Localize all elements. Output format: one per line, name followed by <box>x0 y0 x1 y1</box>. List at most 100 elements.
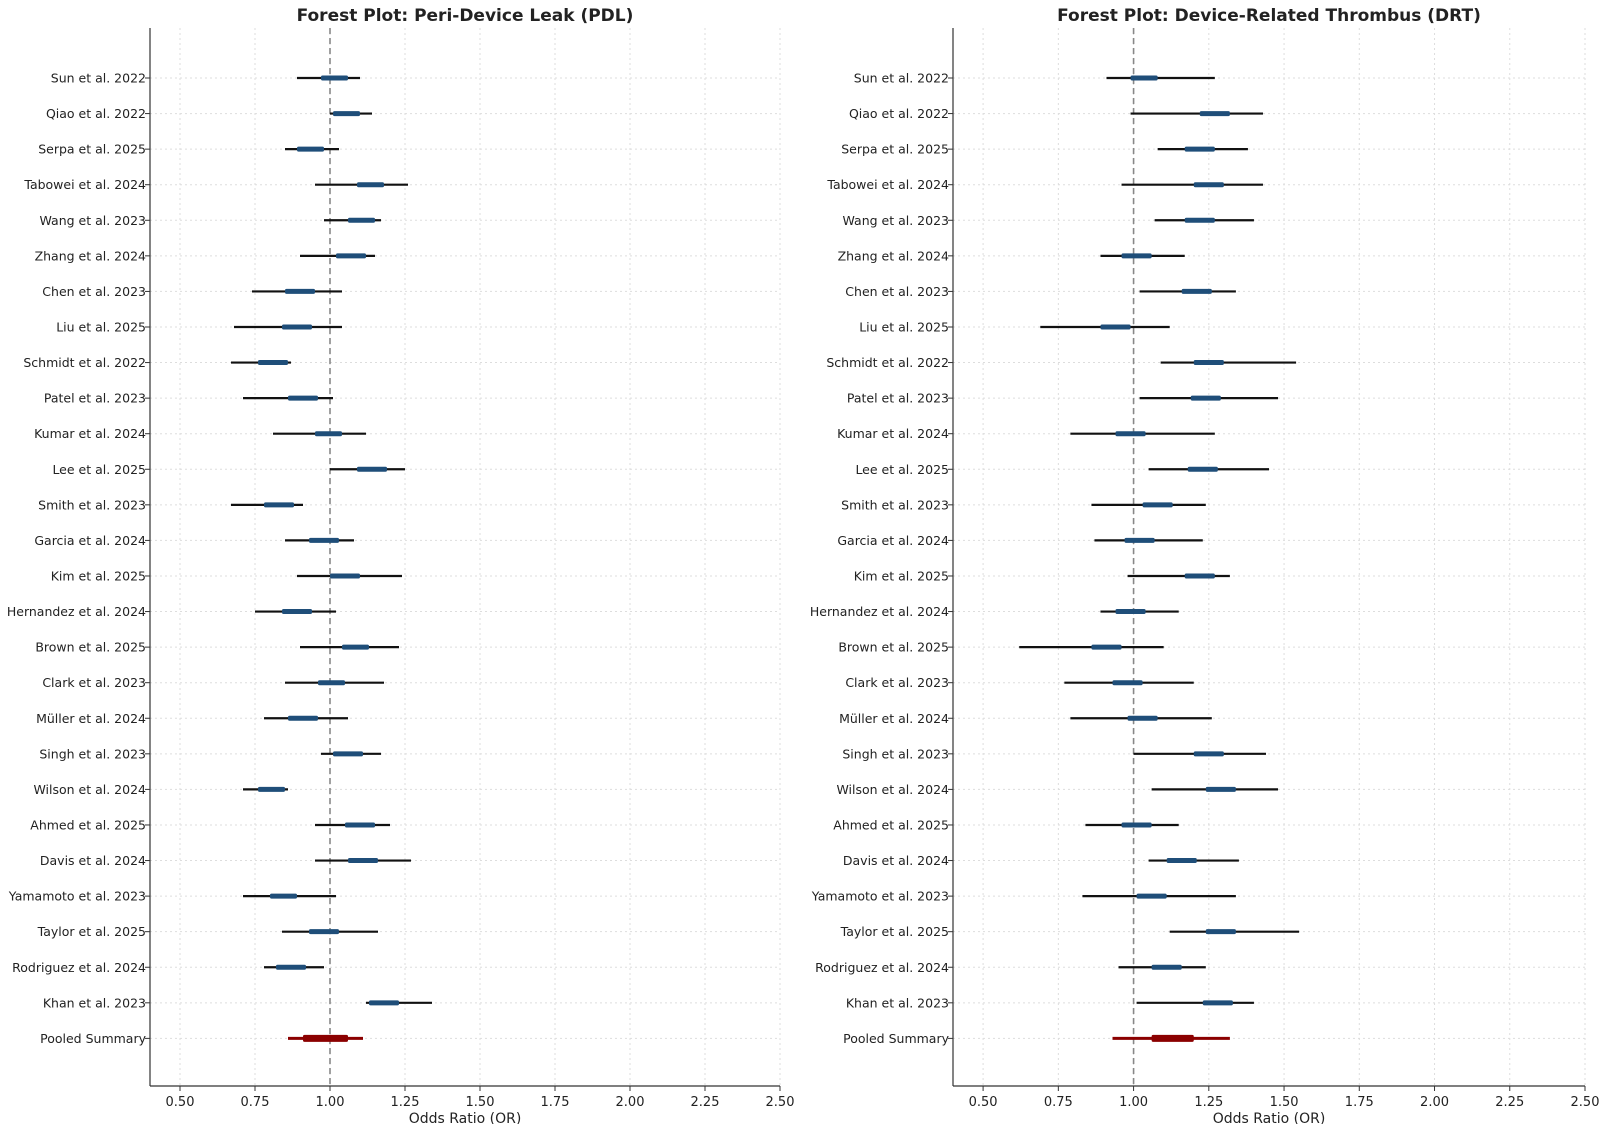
study-estimate-bar <box>270 893 297 899</box>
study-estimate-bar <box>1184 146 1215 152</box>
study-estimate-bar <box>285 288 315 294</box>
forest-plot-pdl-panel: 0.50 0.75 1.00 1.25 1.50 1.75 2.00 2.25 2.50 Fore… <box>7 6 795 1124</box>
study-estimate-bar <box>297 146 324 152</box>
study-label: Wang et al. 2023 <box>39 213 146 228</box>
study-estimate-bar <box>309 929 339 935</box>
study-estimate-bar <box>357 466 387 472</box>
study-label: Hernandez et al. 2024 <box>7 604 146 619</box>
pooled-summary-label: Pooled Summary <box>843 1031 949 1046</box>
study-label: Qiao et al. 2022 <box>849 106 949 121</box>
study-label: Tabowei et al. 2024 <box>826 177 949 192</box>
study-estimate-bar <box>369 1000 399 1006</box>
study-label: Singh et al. 2023 <box>39 746 146 761</box>
study-estimate-bar <box>1112 680 1143 686</box>
study-label: Kim et al. 2025 <box>854 568 949 583</box>
study-estimate-bar <box>330 573 360 579</box>
study-label: Clark et al. 2023 <box>845 675 949 690</box>
x-tick-label: 1.00 <box>316 1095 345 1110</box>
x-tick-label: 0.50 <box>166 1095 195 1110</box>
study-label: Müller et al. 2024 <box>36 711 146 726</box>
study-estimate-bar <box>1187 466 1218 472</box>
study-label: Brown et al. 2025 <box>35 640 146 655</box>
study-label: Kim et al. 2025 <box>51 568 146 583</box>
study-estimate-bar <box>336 253 366 259</box>
study-label: Qiao et al. 2022 <box>46 106 146 121</box>
pooled-estimate-bar <box>303 1034 348 1042</box>
x-tick-label: 1.25 <box>1194 1095 1223 1110</box>
study-estimate-bar <box>1205 786 1236 792</box>
study-estimate-bar <box>1121 253 1152 259</box>
study-label: Smith et al. 2023 <box>841 497 949 512</box>
study-label: Liu et al. 2025 <box>56 319 146 334</box>
study-label: Hernandez et al. 2024 <box>810 604 949 619</box>
study-estimate-bar <box>1193 751 1224 757</box>
study-estimate-bar <box>1130 75 1158 81</box>
x-axis-title: Odds Ratio (OR) <box>409 1111 522 1124</box>
x-tick-label: 1.25 <box>391 1095 420 1110</box>
study-label: Wilson et al. 2024 <box>33 782 146 797</box>
study-estimate-bar <box>315 431 342 437</box>
study-estimate-bar <box>1136 893 1167 899</box>
x-tick-label: 2.00 <box>616 1095 645 1110</box>
study-label: Sun et al. 2022 <box>51 71 146 86</box>
study-estimate-bar <box>348 858 378 864</box>
study-label: Chen et al. 2023 <box>845 284 949 299</box>
study-estimate-bar <box>282 324 312 330</box>
study-label: Brown et al. 2025 <box>838 640 949 655</box>
study-estimate-bar <box>1181 288 1212 294</box>
study-label: Müller et al. 2024 <box>839 711 949 726</box>
chart-title: Forest Plot: Device-Related Thrombus (DR… <box>1057 6 1481 26</box>
study-label: Singh et al. 2023 <box>842 746 949 761</box>
study-estimate-bar <box>309 537 339 543</box>
study-label: Taylor et al. 2025 <box>840 924 949 939</box>
x-tick-label: 2.50 <box>766 1095 795 1110</box>
x-tick-label: 2.00 <box>1420 1095 1449 1110</box>
x-tick-label: 1.50 <box>466 1095 495 1110</box>
study-label: Rodriguez et al. 2024 <box>12 960 146 975</box>
x-tick-label: 2.50 <box>1571 1095 1600 1110</box>
study-label: Ahmed et al. 2025 <box>30 817 146 832</box>
study-label: Davis et al. 2024 <box>843 853 949 868</box>
study-label: Yamamoto et al. 2023 <box>8 889 146 904</box>
study-label: Patel et al. 2023 <box>44 391 146 406</box>
pooled-summary-label: Pooled Summary <box>40 1031 146 1046</box>
study-label: Garcia et al. 2024 <box>837 533 949 548</box>
x-tick-label: 2.25 <box>691 1095 720 1110</box>
x-tick-label: 2.25 <box>1495 1095 1524 1110</box>
x-tick-label: 0.50 <box>969 1095 998 1110</box>
study-estimate-bar <box>1142 502 1173 508</box>
study-label: Lee et al. 2025 <box>52 462 146 477</box>
study-label: Schmidt et al. 2022 <box>23 355 146 370</box>
study-estimate-bar <box>1193 182 1224 188</box>
study-estimate-bar <box>348 217 375 223</box>
study-label: Davis et al. 2024 <box>40 853 146 868</box>
x-tick-label: 1.75 <box>541 1095 570 1110</box>
x-tick-label: 1.50 <box>1270 1095 1299 1110</box>
study-label: Yamamoto et al. 2023 <box>811 889 949 904</box>
study-estimate-bar <box>1193 360 1224 366</box>
x-tick-label: 0.75 <box>1044 1095 1073 1110</box>
study-estimate-bar <box>1124 537 1155 543</box>
study-estimate-bar <box>1091 644 1122 650</box>
study-label: Lee et al. 2025 <box>855 462 949 477</box>
study-estimate-bar <box>345 822 375 828</box>
study-estimate-bar <box>357 182 384 188</box>
study-label: Patel et al. 2023 <box>847 391 949 406</box>
study-estimate-bar <box>258 360 288 366</box>
study-label: Smith et al. 2023 <box>38 497 146 512</box>
study-label: Sun et al. 2022 <box>854 71 949 86</box>
study-label: Khan et al. 2023 <box>43 995 146 1010</box>
study-estimate-bar <box>1115 431 1146 437</box>
study-label: Schmidt et al. 2022 <box>826 355 949 370</box>
study-estimate-bar <box>264 502 294 508</box>
study-estimate-bar <box>321 75 348 81</box>
study-label: Wang et al. 2023 <box>842 213 949 228</box>
study-label: Serpa et al. 2025 <box>841 142 949 157</box>
study-estimate-bar <box>258 786 285 792</box>
study-estimate-bar <box>1202 1000 1233 1006</box>
study-label: Kumar et al. 2024 <box>837 426 949 441</box>
study-estimate-bar <box>1151 964 1182 970</box>
study-estimate-bar <box>1184 217 1215 223</box>
study-estimate-bar <box>1205 929 1236 935</box>
